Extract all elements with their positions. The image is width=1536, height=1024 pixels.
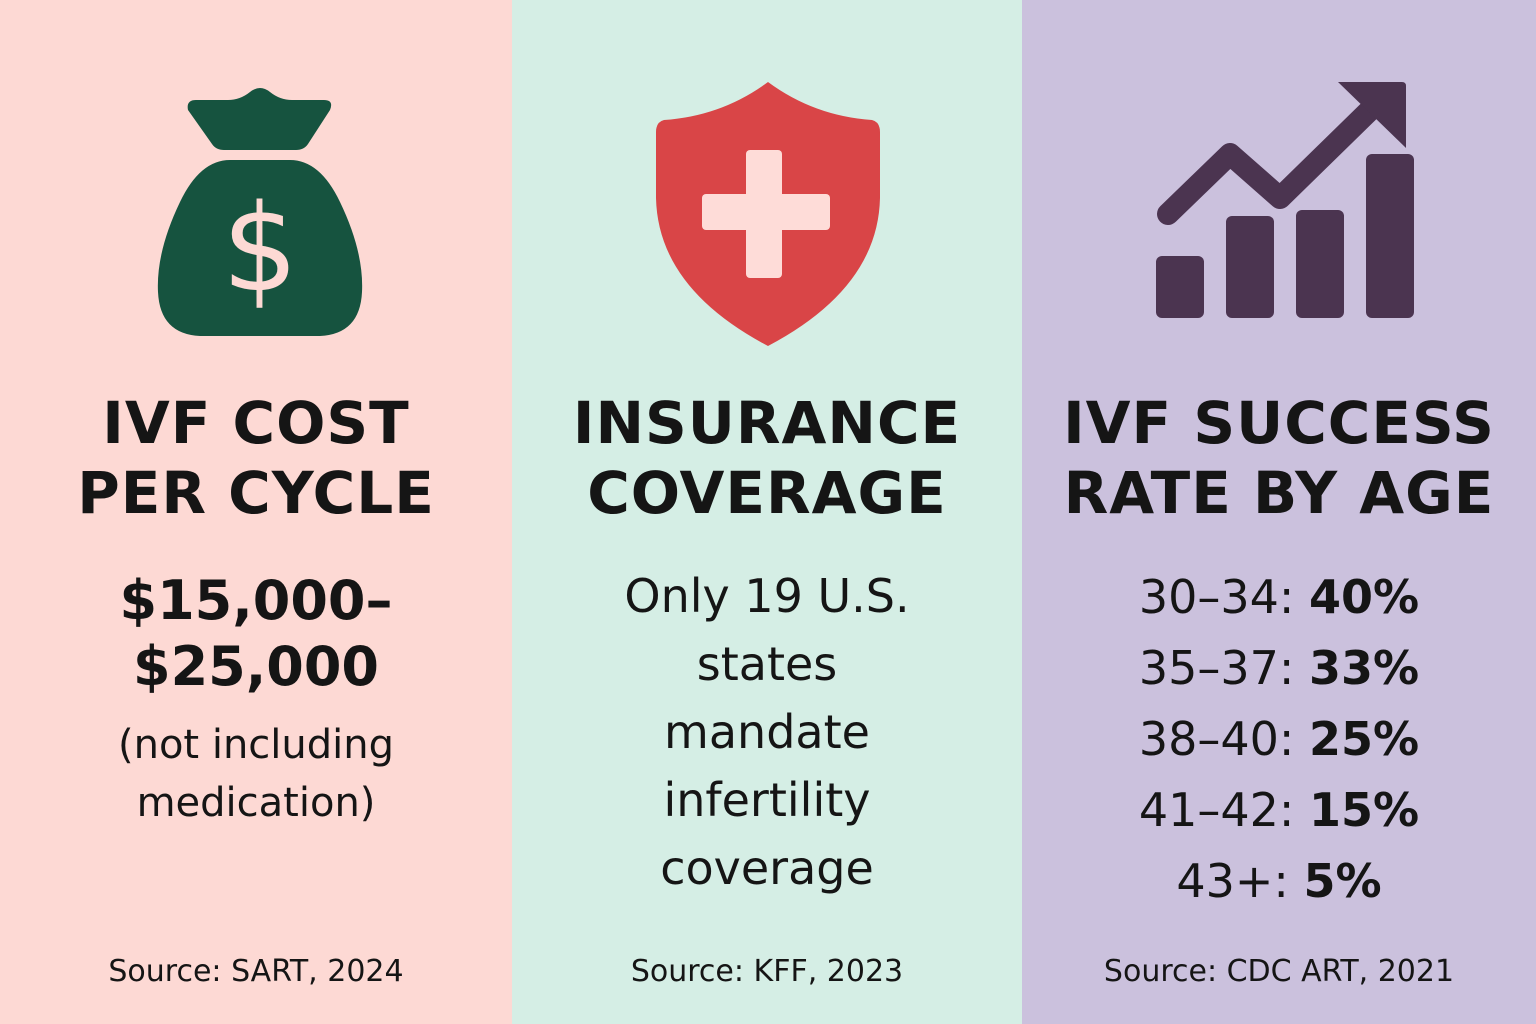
rising-bar-chart-icon	[1156, 82, 1414, 318]
cost-note-line: medication)	[136, 780, 376, 826]
insurance-body-line: coverage	[660, 841, 874, 895]
cost-note: (not including medication)	[0, 716, 512, 832]
age-range: 35–37:	[1138, 641, 1295, 695]
cost-amount-line: $15,000–	[119, 569, 393, 632]
success-title-line: IVF SUCCESS	[1063, 389, 1495, 457]
cost-title-line: IVF COST	[102, 389, 410, 457]
insurance-body-line: states	[696, 637, 838, 691]
success-rate: 5%	[1303, 854, 1382, 908]
insurance-body-line: Only 19 U.S.	[624, 569, 910, 623]
ivf-cost-panel: $ IVF COST PER CYCLE $15,000– $25,000 (n…	[0, 0, 512, 1024]
success-rate-row: 35–37: 33%	[1022, 633, 1536, 704]
cost-amount-line: $25,000	[133, 635, 379, 698]
success-rate-list: 30–34: 40% 35–37: 33% 38–40: 25% 41–42: …	[1022, 562, 1536, 917]
success-rate: 15%	[1309, 783, 1420, 837]
success-rate-row: 38–40: 25%	[1022, 704, 1536, 775]
insurance-body: Only 19 U.S. states mandate infertility …	[512, 562, 1022, 902]
success-source: Source: CDC ART, 2021	[1103, 954, 1455, 989]
insurance-title: INSURANCE COVERAGE	[512, 388, 1022, 528]
age-range: 38–40:	[1138, 712, 1295, 766]
shield-cross-icon	[656, 82, 880, 346]
insurance-title-line: COVERAGE	[587, 459, 947, 527]
success-rate-row: 30–34: 40%	[1022, 562, 1536, 633]
success-rate: 33%	[1309, 641, 1420, 695]
insurance-body-line: infertility	[663, 773, 871, 827]
money-bag-dollar-icon: $	[157, 88, 363, 336]
age-range: 41–42:	[1138, 783, 1295, 837]
ivf-success-panel: IVF SUCCESS RATE BY AGE 30–34: 40% 35–37…	[1022, 0, 1536, 1024]
cost-source: Source: SART, 2024	[108, 954, 404, 989]
age-range: 43+:	[1176, 854, 1289, 908]
insurance-coverage-panel: INSURANCE COVERAGE Only 19 U.S. states m…	[512, 0, 1022, 1024]
success-rate: 25%	[1309, 712, 1420, 766]
cost-title-line: PER CYCLE	[77, 459, 435, 527]
success-rate-row: 41–42: 15%	[1022, 775, 1536, 846]
success-rate: 40%	[1309, 570, 1420, 624]
insurance-source: Source: KFF, 2023	[630, 954, 904, 989]
success-title: IVF SUCCESS RATE BY AGE	[1022, 388, 1536, 528]
insurance-body-line: mandate	[664, 705, 870, 759]
svg-text:$: $	[222, 180, 298, 319]
success-title-line: RATE BY AGE	[1063, 459, 1495, 527]
cost-title: IVF COST PER CYCLE	[0, 388, 512, 528]
cost-amount: $15,000– $25,000	[0, 568, 512, 700]
age-range: 30–34:	[1138, 570, 1295, 624]
insurance-title-line: INSURANCE	[572, 389, 962, 457]
success-rate-row: 43+: 5%	[1022, 846, 1536, 917]
cost-note-line: (not including	[118, 722, 394, 768]
